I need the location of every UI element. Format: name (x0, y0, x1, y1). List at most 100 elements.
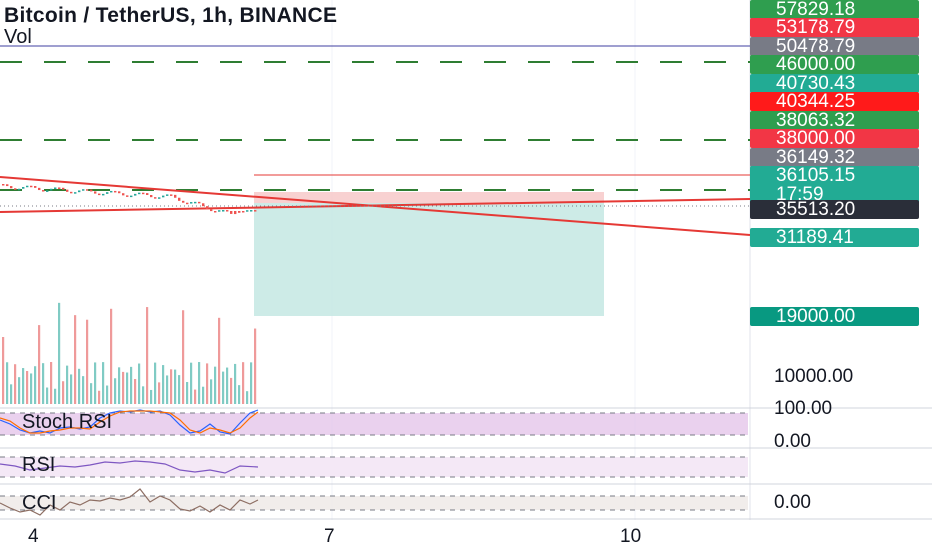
price-tag-value: 35513.20 (776, 199, 856, 220)
volume-bar (10, 384, 13, 404)
volume-bar (174, 369, 177, 404)
volume-bar (142, 386, 145, 404)
volume-bar (38, 325, 41, 404)
candle (82, 189, 85, 191)
volume-bars (2, 302, 257, 404)
candle (162, 195, 165, 198)
symbol-title[interactable]: Bitcoin / TetherUS, 1h, BINANCE (4, 4, 338, 27)
candle (154, 197, 157, 199)
volume-bar (166, 375, 169, 404)
volume-bar (106, 385, 109, 404)
volume-bar (198, 362, 201, 404)
candle (198, 201, 201, 204)
volume-bar (18, 377, 21, 404)
volume-bar (250, 362, 253, 404)
volume-bar (226, 367, 229, 404)
price-tag[interactable]: 40344.25 (750, 92, 919, 111)
candle (146, 193, 149, 196)
candle (46, 190, 49, 192)
candle (114, 190, 117, 193)
price-tag-value: 19000.00 (776, 306, 856, 327)
candle (170, 194, 173, 196)
candle (50, 188, 53, 191)
candle (14, 188, 17, 190)
volume-bar (58, 302, 61, 404)
candle (122, 193, 125, 196)
cci-axis-zero: 0.00 (774, 492, 811, 513)
candle (166, 194, 169, 196)
candle (70, 191, 73, 194)
price-tag[interactable]: 46000.00 (750, 55, 919, 74)
price-tag-value: 36149.32 (776, 147, 856, 168)
stoch-d-line (0, 410, 259, 434)
volume-bar (222, 371, 225, 404)
volume-bar (134, 378, 137, 404)
volume-bar (42, 363, 45, 404)
stoch-rsi-label[interactable]: Stoch RSI (22, 411, 113, 433)
price-tag[interactable]: 40730.43 (750, 74, 919, 93)
rsi-label[interactable]: RSI (22, 454, 56, 476)
volume-bar (170, 369, 173, 404)
volume-bar (150, 389, 153, 404)
candle (158, 197, 161, 199)
candle (66, 189, 69, 192)
volume-bar (162, 365, 165, 404)
candle (214, 211, 217, 213)
price-tag[interactable]: 38000.00 (750, 129, 919, 148)
candle (54, 187, 57, 189)
volume-bar (2, 337, 5, 404)
candle (230, 211, 233, 214)
volume-bar (126, 372, 129, 404)
candle (238, 211, 241, 213)
price-tag-value: 57829.18 (776, 0, 856, 20)
rsi-line (0, 460, 259, 474)
volume-bar (78, 368, 81, 404)
volume-bar (62, 381, 65, 404)
volume-bar (246, 391, 249, 404)
price-tag[interactable]: 36149.32 (750, 148, 919, 167)
volume-bar (114, 378, 117, 404)
volume-bar (154, 362, 157, 404)
candle (94, 191, 97, 194)
price-tag[interactable]: 53178.79 (750, 18, 919, 37)
volume-bar (238, 385, 241, 404)
price-tag[interactable]: 50478.79 (750, 37, 919, 56)
candle (102, 193, 105, 196)
volume-bar (178, 375, 181, 404)
candle (182, 200, 185, 203)
candles (2, 184, 257, 215)
volume-bar (82, 376, 85, 404)
price-tag[interactable]: 57829.18 (750, 0, 919, 19)
candle (22, 187, 25, 189)
candle (254, 210, 257, 212)
price-tag[interactable]: 38063.32 (750, 111, 919, 130)
volume-bar (22, 368, 25, 404)
candle (62, 187, 65, 190)
stoch-rsi-axis-bottom: 0.00 (774, 431, 811, 452)
candle (110, 190, 113, 193)
volume-bar (214, 366, 217, 404)
cci-label[interactable]: CCI (22, 492, 57, 514)
volume-bar (130, 366, 133, 404)
candle (242, 211, 245, 213)
candle (86, 189, 89, 191)
price-tag[interactable]: 36105.15 17:59 (750, 166, 919, 204)
volume-bar (138, 363, 141, 404)
candle (34, 186, 37, 188)
price-tag[interactable]: 31189.41 (750, 228, 919, 247)
stoch-rsi-band (0, 413, 748, 435)
candle (126, 195, 129, 197)
volume-legend[interactable]: Vol (4, 26, 32, 48)
price-tag[interactable]: 19000.00 (750, 307, 919, 326)
candle (134, 193, 137, 196)
price-tag-countdown: 17:59 (776, 184, 824, 205)
price-tag[interactable]: 35513.20 (750, 200, 919, 219)
volume-bar (186, 382, 189, 404)
price-tag-value: 50478.79 (776, 36, 856, 57)
volume-bar (54, 388, 57, 404)
volume-bar (86, 319, 89, 404)
volume-bar (66, 365, 69, 404)
candle (30, 185, 33, 188)
